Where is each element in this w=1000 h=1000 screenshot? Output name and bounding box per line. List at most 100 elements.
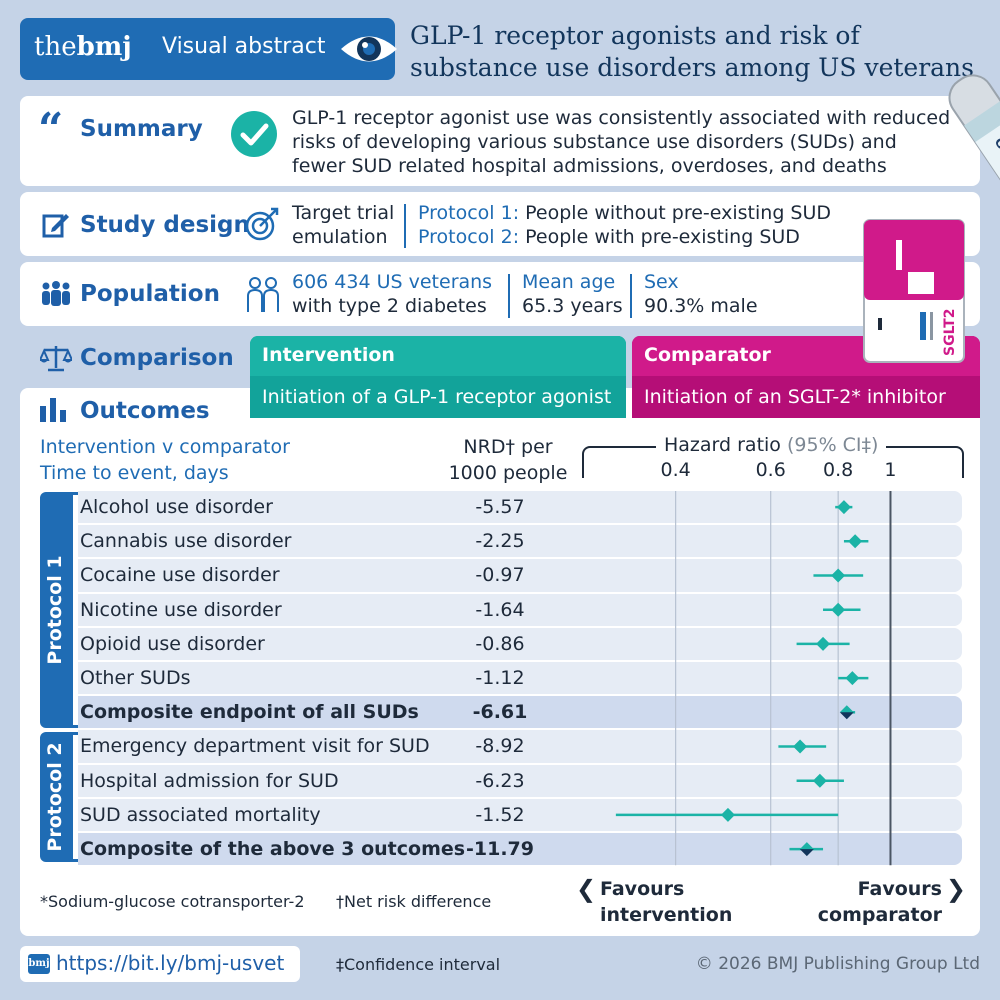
comparator-title: Comparator (644, 344, 771, 366)
estimate-point (848, 534, 863, 549)
people-icon (42, 281, 70, 306)
nrd-value: -2.25 (475, 530, 525, 553)
title-line2: substance use disorders among US veteran… (410, 53, 974, 82)
outcome-label: SUD associated mortality (80, 803, 321, 826)
intervention-title: Intervention (262, 344, 395, 366)
pencil-icon (42, 214, 69, 238)
target-icon (245, 207, 279, 241)
population-count: 606 434 US veterans with type 2 diabetes (292, 270, 492, 318)
population-heading: Population (80, 281, 220, 307)
logo-the: the (34, 32, 77, 62)
logo-bmj: bmj (76, 32, 132, 62)
design-type: Target trial emulation (292, 201, 394, 249)
footnote-sglt2: *Sodium-glucose cotransporter-2 (40, 892, 305, 911)
footnote-nrd: †Net risk difference (336, 892, 492, 911)
summary-heading: Summary (80, 116, 203, 142)
intervention-text: Initiation of a GLP-1 receptor agonist (262, 386, 612, 408)
divider (404, 204, 406, 248)
quote-icon: “ (38, 104, 64, 155)
favours-right-line1: Favours (857, 878, 942, 900)
nrd-value: -6.61 (472, 701, 528, 724)
eye-icon (341, 36, 397, 62)
estimate-diamond-bottom (839, 712, 854, 720)
protocol1-tab-label: Protocol 1 (44, 555, 66, 665)
sex-value: 90.3% male (644, 295, 758, 317)
nrd-value: -0.86 (475, 632, 525, 655)
outcome-label: Composite endpoint of all SUDs (80, 701, 419, 724)
protocols-text: Protocol 1: People without pre-existing … (418, 201, 831, 249)
bmj-logo: thebmj (34, 32, 132, 62)
age-label: Mean age (522, 271, 616, 293)
design-line1: Target trial (292, 202, 395, 224)
estimate-point (831, 602, 846, 617)
protocol2-label: Protocol 2: (418, 226, 520, 248)
nrd-value: -8.92 (475, 735, 525, 758)
footnote-ci: ‡Confidence interval (336, 955, 501, 974)
divider (508, 274, 510, 318)
table-row (78, 593, 962, 626)
comparison-heading: Comparison (80, 345, 234, 371)
estimate-point (720, 807, 735, 822)
design-line2: emulation (292, 226, 388, 248)
protocol2-tab: Protocol 2 (40, 732, 70, 862)
nrd-value: -11.79 (466, 838, 534, 860)
scales-icon (40, 346, 72, 372)
url-box[interactable]: bmj https://bit.ly/bmj-usvet (20, 946, 300, 982)
table-row (78, 525, 962, 558)
two-people-icon (247, 277, 279, 312)
box-label: SGLT2 (942, 309, 958, 356)
chevron-right-icon: ❯ (945, 875, 966, 903)
nrd-value: -6.23 (475, 769, 525, 792)
page-title: GLP-1 receptor agonists and risk of subs… (410, 20, 974, 84)
col-line1: Intervention v comparator (40, 436, 290, 458)
outcome-label: Emergency department visit for SUD (80, 735, 430, 758)
protocol2-text: People with pre-existing SUD (525, 226, 800, 248)
estimate-point (812, 773, 827, 788)
url-link[interactable]: https://bit.ly/bmj-usvet (56, 951, 285, 975)
copyright: © 2026 BMJ Publishing Group Ltd (695, 954, 980, 974)
protocol2-tab-label: Protocol 2 (44, 742, 66, 852)
outcome-label: Cocaine use disorder (80, 564, 280, 587)
sex-label: Sex (644, 271, 679, 293)
protocol1-label: Protocol 1: (418, 202, 520, 224)
col-line2: Time to event, days (40, 462, 229, 484)
summary-line2: risks of developing various substance us… (292, 131, 897, 153)
population-count-value: 606 434 US veterans (292, 271, 493, 293)
estimate-point (831, 568, 846, 583)
protocol1-bracket (70, 492, 78, 728)
protocol2-bracket (70, 732, 78, 862)
outcome-label: Opioid use disorder (80, 632, 265, 655)
favours-right-line2: comparator (817, 904, 942, 926)
outcome-label: Cannabis use disorder (80, 530, 292, 553)
study-design-card (20, 192, 980, 256)
comparator-text: Initiation of an SGLT-2* inhibitor (644, 386, 946, 408)
table-row (78, 491, 962, 524)
protocol1-text: People without pre-existing SUD (525, 202, 832, 224)
badge-label: Visual abstract (162, 34, 326, 59)
divider (630, 274, 632, 318)
favours-intervention: ❮ Favours intervention (576, 876, 732, 928)
bmj-badge: thebmj Visual abstract (20, 18, 397, 80)
nrd-value: -1.64 (475, 598, 525, 621)
summary-line1: GLP-1 receptor agonist use was consisten… (292, 107, 951, 129)
population-card (20, 262, 980, 326)
intervention-box: Intervention Initiation of a GLP-1 recep… (250, 336, 626, 418)
outcome-label: Nicotine use disorder (80, 598, 282, 621)
injection-pen-illustration: GLP-1RA SGLT2 (863, 74, 1000, 363)
forest-plot: 0.4 0.6 0.8 1 (615, 459, 897, 866)
tick-label: 1 (884, 459, 896, 481)
nrd-value: -0.97 (475, 564, 525, 587)
hr-header: Hazard ratio (95% CI‡) (582, 434, 964, 478)
composite-row (78, 696, 962, 729)
hr-title-text: Hazard ratio (664, 434, 781, 456)
nrd-value: -5.57 (475, 496, 525, 518)
outcome-label: Hospital admission for SUD (80, 769, 339, 792)
age-value: 65.3 years (522, 295, 623, 317)
estimate-point (793, 739, 808, 754)
favours-left-line2: intervention (600, 904, 733, 926)
estimate-diamond-top (799, 842, 814, 850)
summary-text: GLP-1 receptor agonist use was consisten… (292, 106, 950, 178)
nrd-line1: NRD† per (463, 436, 553, 458)
estimate-diamond-top (839, 705, 854, 713)
favours-left-line1: Favours (600, 878, 685, 900)
